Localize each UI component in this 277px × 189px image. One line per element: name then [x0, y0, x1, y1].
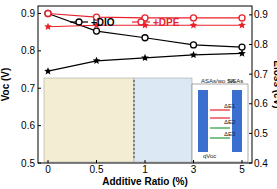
y2-tick [249, 163, 252, 164]
legend-marker [138, 19, 144, 25]
circle-marker [191, 42, 197, 48]
y-tick [38, 125, 41, 126]
star-marker [93, 57, 101, 64]
plot-frame [38, 6, 252, 163]
circle-marker [94, 28, 100, 34]
star-marker [141, 54, 149, 61]
star-marker [44, 67, 52, 74]
circle-marker [239, 15, 245, 21]
circle-marker [45, 10, 51, 16]
y-tick-label: 0.7 [21, 83, 35, 94]
legend-label: +DPE [153, 17, 180, 28]
inset-panel [44, 78, 134, 162]
y2-tick [249, 14, 252, 15]
y-tick [38, 163, 41, 164]
x-label: Additive Ratio (%) [102, 176, 188, 187]
x-tick [193, 160, 194, 163]
inset-level [210, 137, 230, 138]
inset-panel [134, 78, 192, 162]
x-tick [242, 160, 243, 163]
series-line [48, 53, 242, 71]
y-tick-label: 0.9 [21, 8, 35, 19]
x-tick-label: 3 [191, 164, 197, 175]
inset-panel [192, 84, 248, 162]
y2-tick-label: 0.5 [254, 128, 268, 139]
star-marker [238, 21, 246, 28]
inset [44, 78, 248, 162]
circle-marker [45, 10, 51, 16]
y2-tick-label: 0.8 [254, 39, 268, 50]
y-tick-label: 0.8 [21, 45, 35, 56]
annotation: ΔE3 [224, 131, 236, 137]
circle-marker [142, 35, 148, 41]
y-tick-label: 0.6 [21, 120, 35, 131]
x-tick-label: 5 [239, 164, 245, 175]
star-marker [44, 23, 52, 30]
y2-tick [249, 74, 252, 75]
y2-tick [249, 44, 252, 45]
y-tick [38, 13, 41, 14]
series-line [48, 13, 242, 47]
annotation: qVoc [203, 153, 216, 159]
inset-level [210, 109, 230, 110]
chart: ASAs/wo SANSAsΔE1ΔE2ΔE3qVoc0.50.60.70.80… [0, 0, 277, 189]
y-tick [38, 88, 41, 89]
x-tick [145, 160, 146, 163]
y2-tick [249, 103, 252, 104]
star-marker [190, 51, 198, 58]
annotation: NSAs [228, 78, 243, 84]
y-tick-label: 0.5 [21, 158, 35, 169]
circle-marker [239, 44, 245, 50]
annotation: ΔE1 [224, 103, 236, 109]
x-tick [96, 160, 97, 163]
data-group [44, 10, 246, 74]
star-marker [190, 21, 198, 28]
x-tick-label: 1 [142, 164, 148, 175]
y2-tick-label: 0.6 [254, 98, 268, 109]
legend-marker [76, 19, 82, 25]
y2-tick [249, 133, 252, 134]
y2-label: Eloss (eV) [272, 60, 277, 108]
star-marker [238, 49, 246, 56]
y2-tick-label: 0.4 [254, 158, 268, 169]
inset-divider [134, 80, 135, 160]
annotation: ΔE2 [224, 119, 236, 125]
y2-tick-label: 0.7 [254, 69, 268, 80]
x-tick-label: 0 [45, 164, 51, 175]
x-tick [48, 160, 49, 163]
legend-label: +DIO [91, 17, 115, 28]
circle-marker [191, 15, 197, 21]
y2-tick-label: 0.9 [254, 9, 268, 20]
x-tick-label: 0.5 [90, 164, 104, 175]
y-tick [38, 50, 41, 51]
inset-level [210, 127, 230, 128]
y-label: Voc (V) [0, 68, 11, 102]
inset-bar [198, 90, 208, 152]
